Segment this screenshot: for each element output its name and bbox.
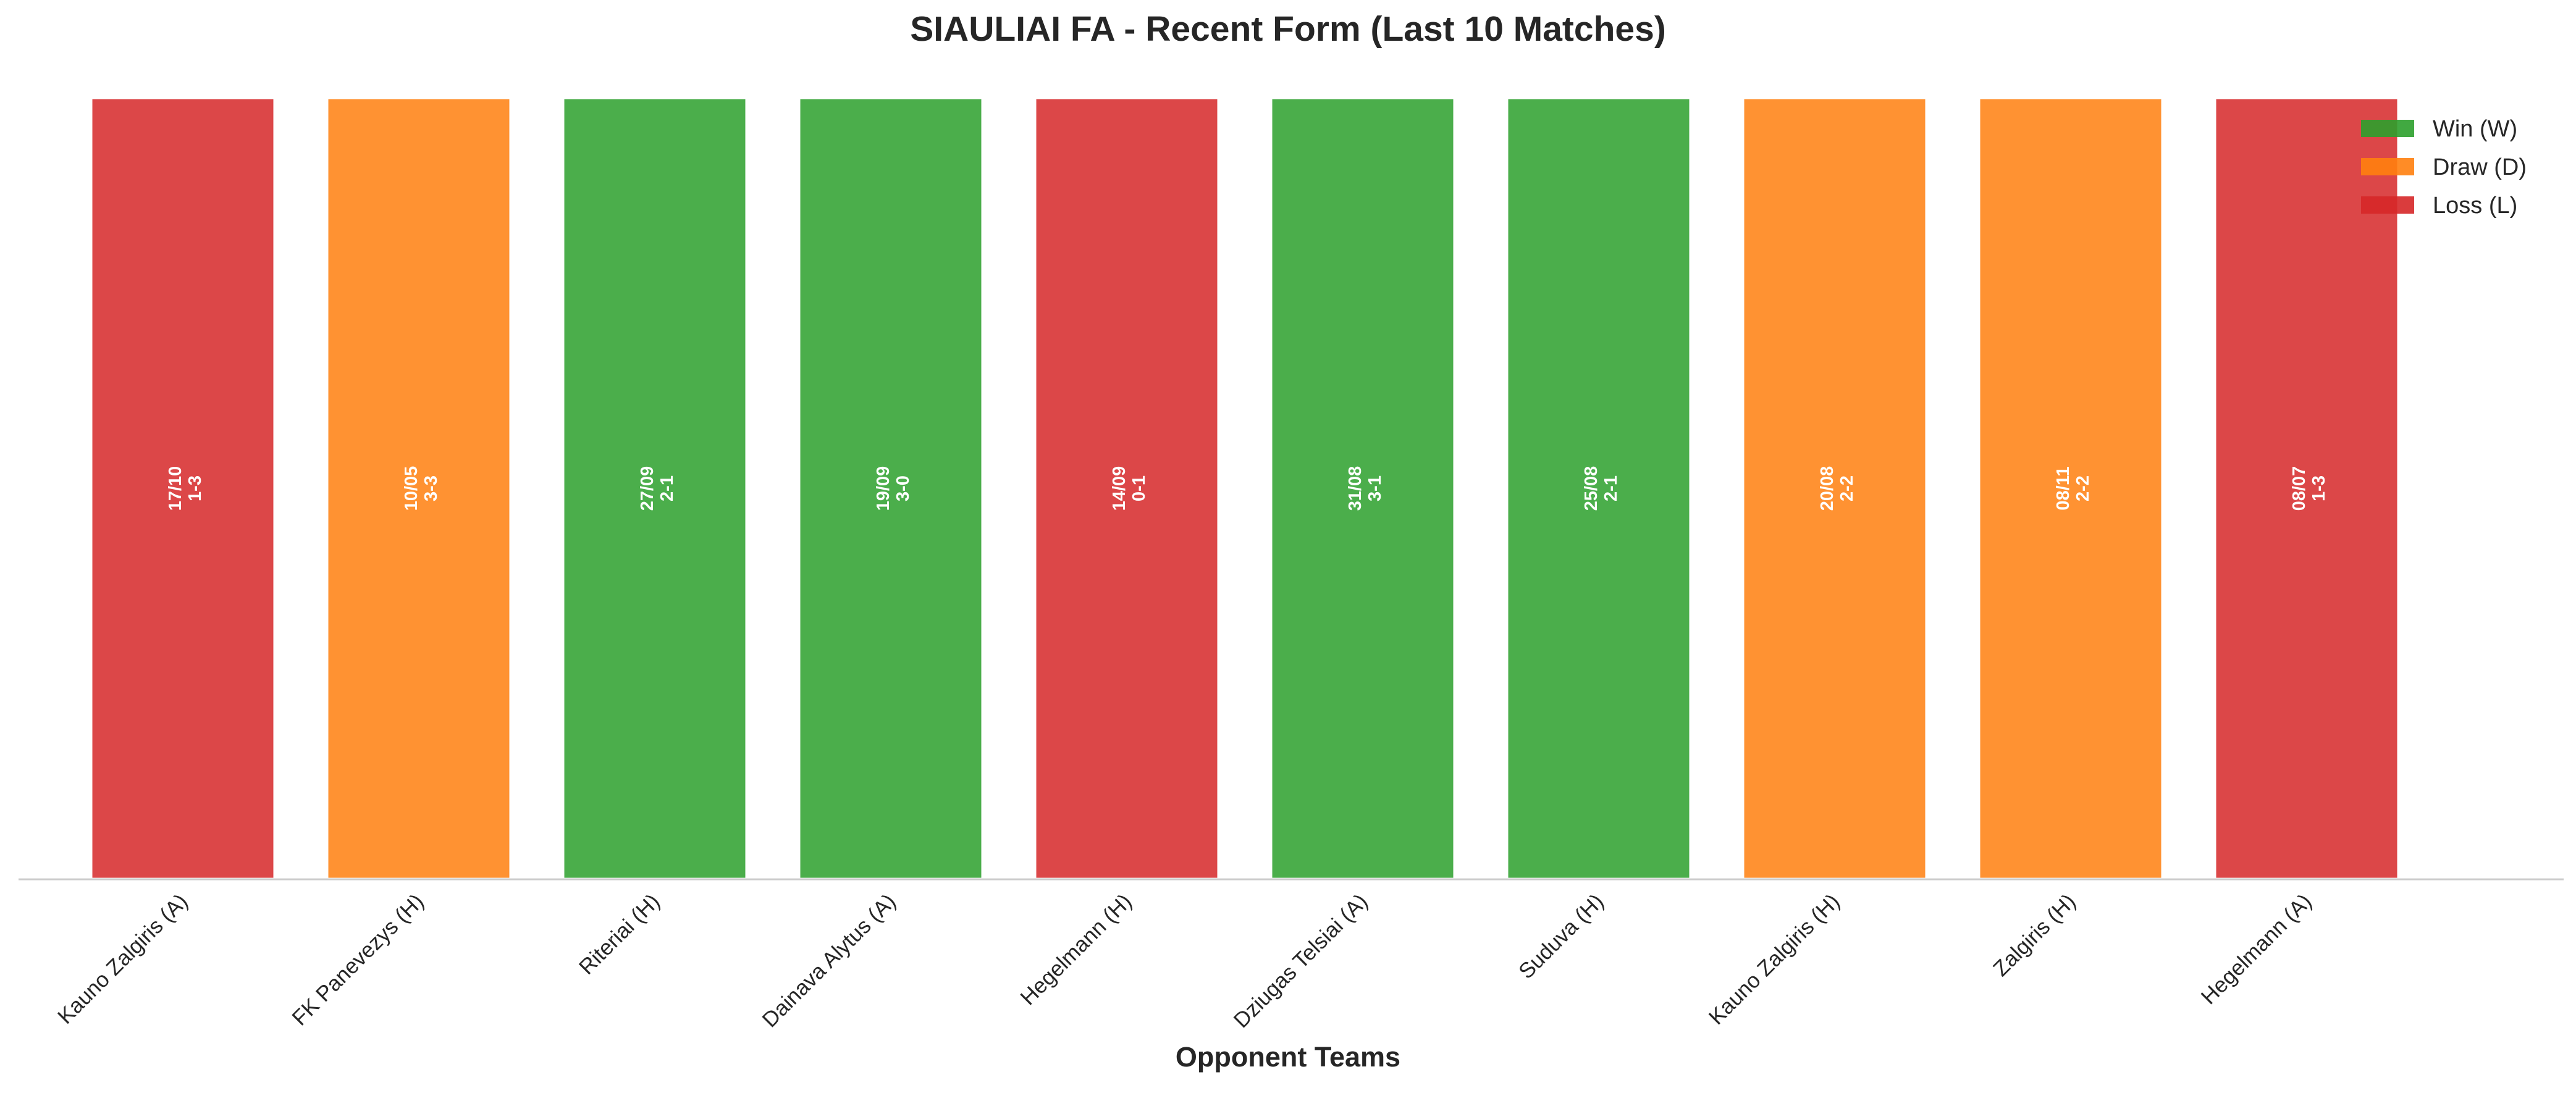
bar-label-10: 08/071-3 <box>2289 466 2329 511</box>
legend-swatch-w <box>2361 120 2414 137</box>
bar-5 <box>1033 96 1221 881</box>
bar-label-3: 27/092-1 <box>638 466 677 511</box>
bar-6 <box>1269 96 1457 881</box>
legend: Win (W) Draw (D) Loss (L) <box>2361 116 2527 219</box>
bar-date-1: 17/10 <box>166 466 185 511</box>
bar-date-8: 20/08 <box>1817 466 1837 511</box>
x-tick-label-7: Suduva (H) <box>1514 889 1609 984</box>
x-tick-label-4: Dainava Alytus (A) <box>757 889 900 1032</box>
bar-1 <box>89 96 277 881</box>
x-tick-label-8: Kauno Zalgiris (H) <box>1704 889 1845 1029</box>
bar-date-5: 14/09 <box>1109 466 1129 511</box>
bar-date-4: 19/09 <box>873 466 893 511</box>
bar-score-10: 1-3 <box>2309 475 2329 501</box>
bar-score-4: 3-0 <box>893 475 913 501</box>
bar-score-7: 2-1 <box>1601 475 1621 501</box>
bar-8 <box>1741 96 1929 881</box>
bar-label-8: 20/082-2 <box>1817 466 1857 511</box>
bar-score-9: 2-2 <box>2073 475 2093 501</box>
legend-label-l: Loss (L) <box>2433 193 2517 219</box>
tick-labels-layer: Kauno Zalgiris (A) FK Panevezys (H) Riteri… <box>53 889 2317 1032</box>
legend-label-w: Win (W) <box>2433 116 2517 142</box>
bar-label-1: 17/101-3 <box>166 466 205 511</box>
x-tick-label-9: Zalgiris (H) <box>1989 889 2081 981</box>
x-tick-label-10: Hegelmann (A) <box>2197 889 2317 1009</box>
bar-score-6: 3-1 <box>1365 475 1385 501</box>
bar-date-7: 25/08 <box>1581 466 1601 511</box>
bar-label-6: 31/083-1 <box>1345 466 1385 511</box>
legend-label-d: Draw (D) <box>2433 154 2527 180</box>
legend-swatch-l <box>2361 196 2414 214</box>
legend-swatch-d <box>2361 158 2414 175</box>
bar-label-7: 25/082-1 <box>1581 466 1621 511</box>
bar-9 <box>1977 96 2165 881</box>
bar-4 <box>797 96 985 881</box>
x-tick-label-3: Riteriai (H) <box>575 889 665 979</box>
x-tick-label-5: Hegelmann (H) <box>1016 889 1136 1010</box>
bar-score-5: 0-1 <box>1129 475 1149 501</box>
bars-layer: 17/101-3 10/053-3 27/092-1 19/093-0 14/090-1… <box>89 96 2401 881</box>
bar-label-9: 08/112-2 <box>2053 467 2093 511</box>
bar-date-6: 31/08 <box>1345 466 1365 511</box>
chart-title: SIAULIAI FA - Recent Form (Last 10 Match… <box>910 9 1666 49</box>
bar-3 <box>561 96 749 881</box>
bar-label-2: 10/053-3 <box>402 466 441 511</box>
bar-score-3: 2-1 <box>657 475 677 501</box>
bar-10 <box>2213 96 2401 881</box>
x-tick-label-2: FK Panevezys (H) <box>287 889 428 1030</box>
bar-date-3: 27/09 <box>638 466 657 511</box>
bar-label-4: 19/093-0 <box>873 466 913 511</box>
bar-date-9: 08/11 <box>2053 467 2073 511</box>
bar-score-2: 3-3 <box>421 475 441 501</box>
bar-7 <box>1505 96 1693 881</box>
bar-date-2: 10/05 <box>402 466 421 511</box>
x-tick-label-6: Dziugas Telsiai (A) <box>1229 889 1373 1032</box>
bar-score-1: 1-3 <box>185 475 205 501</box>
bar-label-5: 14/090-1 <box>1109 466 1149 511</box>
bar-score-8: 2-2 <box>1837 475 1857 501</box>
bar-date-10: 08/07 <box>2289 466 2309 511</box>
x-tick-label-1: Kauno Zalgiris (A) <box>53 889 193 1029</box>
x-axis-label: Opponent Teams <box>1175 1041 1401 1073</box>
